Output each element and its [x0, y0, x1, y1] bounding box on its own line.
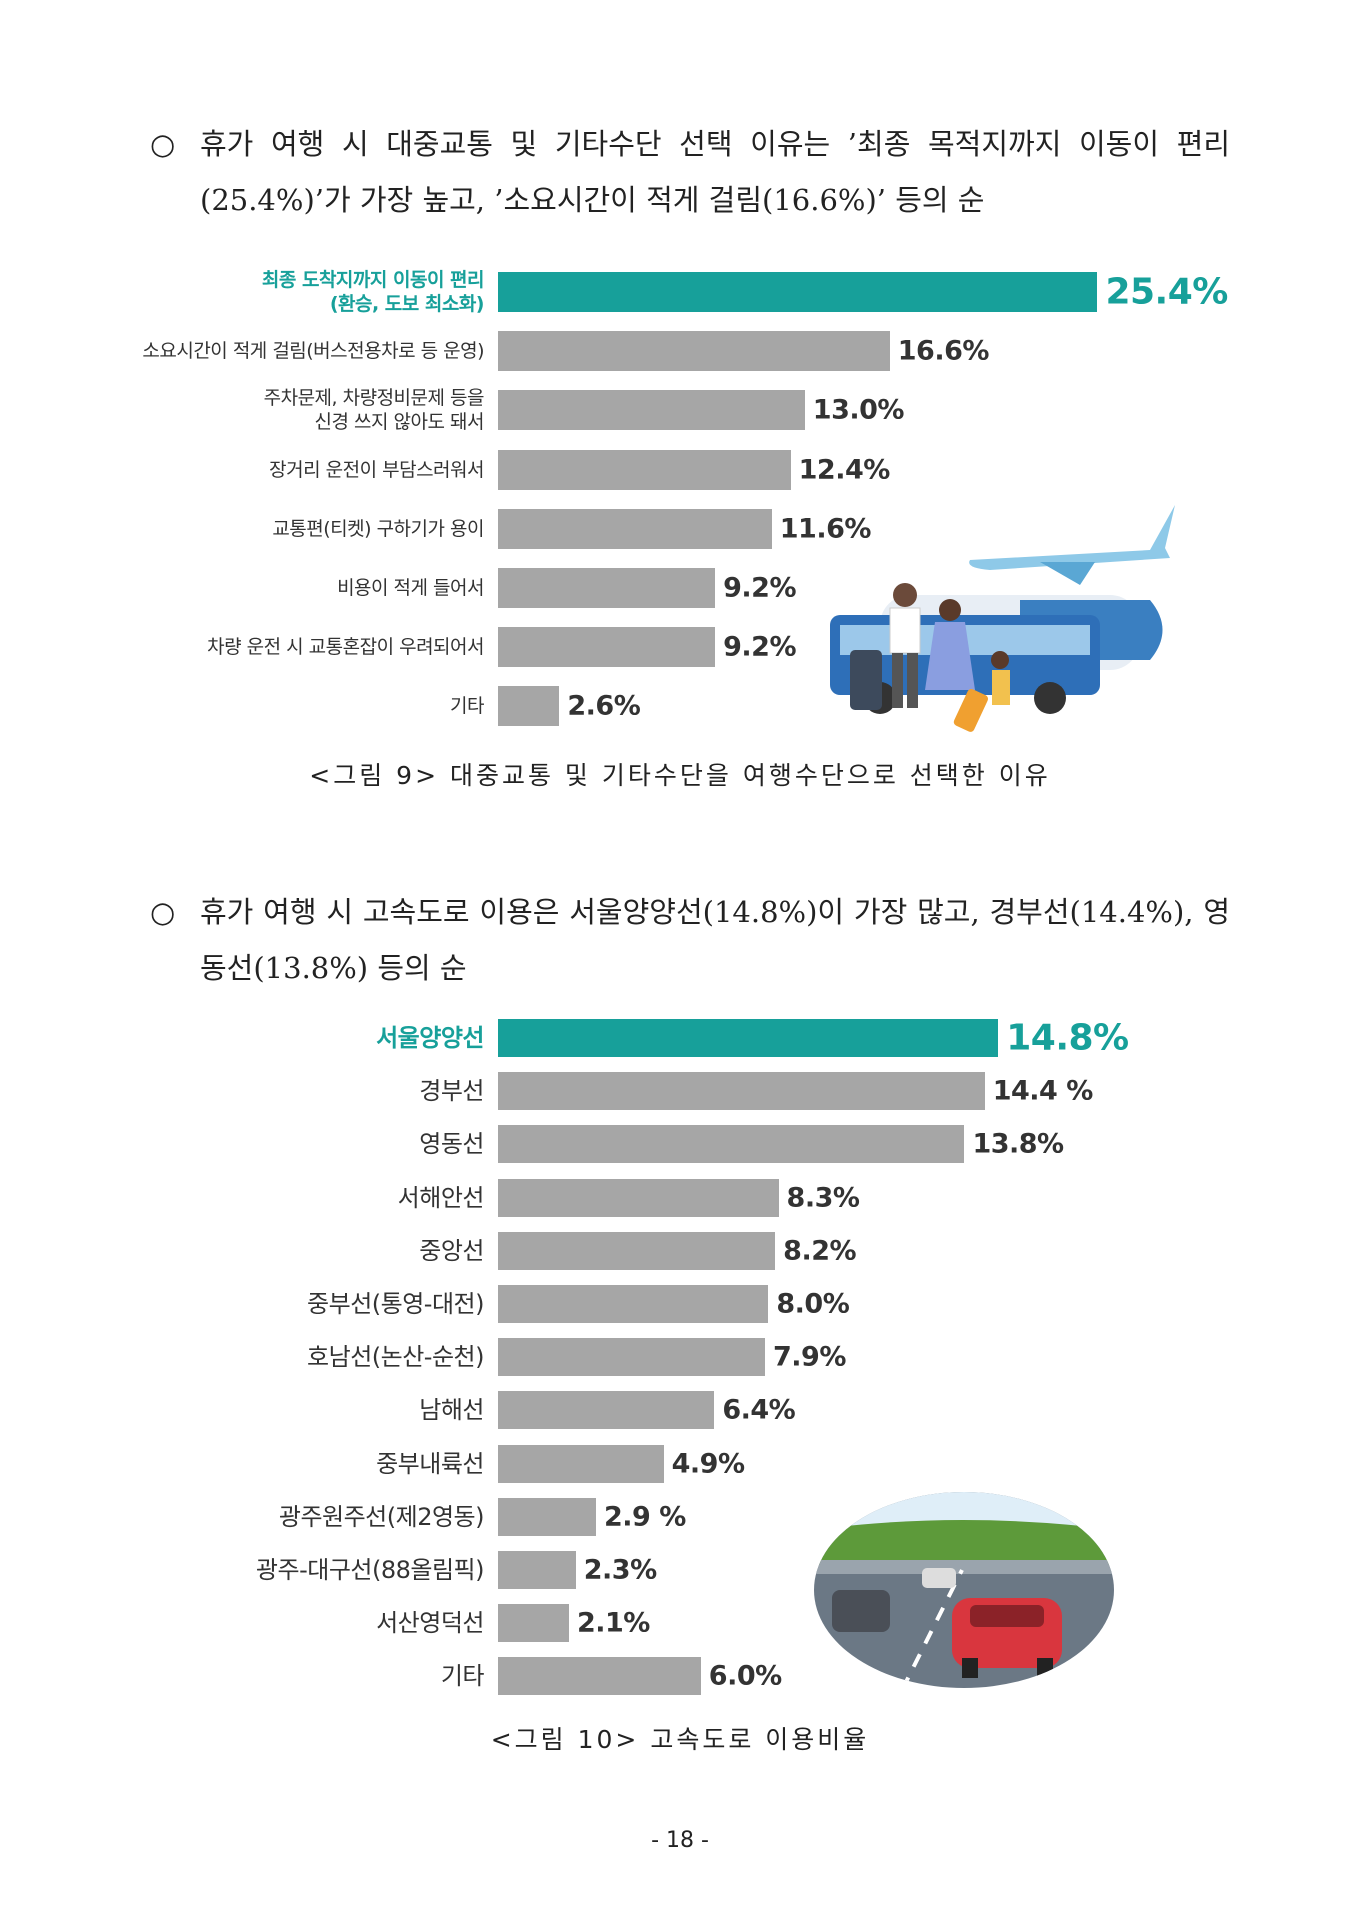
bar [498, 1125, 965, 1164]
category-label: 서울양양선 [376, 1024, 484, 1052]
bar [498, 272, 1098, 312]
category-label: 최종 도착지까지 이동이 편리 (환승, 도보 최소화) [261, 269, 485, 315]
value-label: 14.4 % [992, 1075, 1094, 1107]
value-label: 9.2% [723, 631, 796, 663]
category-label: 중부내륙선 [376, 1449, 484, 1478]
paragraph: ○ 휴가 여행 시 대중교통 및 기타수단 선택 이유는 ’최종 목적지까지 이… [150, 116, 1230, 228]
value-label: 25.4% [1105, 271, 1228, 313]
value-label: 13.8% [972, 1128, 1064, 1160]
category-label: 영동선 [419, 1130, 484, 1159]
bar [498, 508, 772, 549]
bullet: ○ [150, 895, 176, 929]
bar [498, 1657, 701, 1696]
bar [498, 1285, 769, 1323]
travel-illustration [830, 505, 1175, 732]
page-number: - 18 - [651, 1828, 709, 1853]
category-label: 기타 [440, 1662, 485, 1691]
bar [498, 1551, 576, 1589]
bar [498, 1178, 779, 1217]
figure-caption: <그림 9> 대중교통 및 기타수단을 여행수단으로 선택한 이유 [309, 761, 1051, 790]
category-label: 기타 [450, 695, 484, 718]
category-label: 비용이 적게 들어서 [337, 577, 484, 599]
category-label: 호남선(논산-순천) [307, 1343, 484, 1372]
category-label: 중앙선 [419, 1236, 484, 1265]
bar [498, 1072, 985, 1111]
value-label: 11.6% [779, 513, 872, 545]
value-label: 2.1% [576, 1607, 650, 1639]
value-label: 7.9% [773, 1341, 846, 1373]
bar [498, 627, 716, 668]
bar [498, 390, 805, 431]
paragraph-text: 휴가 여행 시 고속도로 이용은 서울양양선(14.8%)이 가장 많고, 경부… [200, 895, 1230, 985]
category-label: 경부선 [419, 1077, 484, 1106]
value-label: 14.8% [1006, 1017, 1129, 1059]
value-label: 13.0% [812, 394, 905, 426]
bar [498, 1019, 999, 1057]
category-label: 교통편(티켓) 구하기가 용이 [272, 517, 484, 540]
value-label: 2.3% [583, 1554, 657, 1586]
bar [498, 1338, 766, 1377]
category-label: 광주-대구선(88올림픽) [255, 1556, 485, 1584]
value-label: 6.4% [722, 1394, 796, 1426]
value-label: 9.2% [723, 572, 796, 604]
bar [498, 1231, 776, 1270]
value-label: 2.6% [567, 690, 641, 722]
value-label: 4.9% [671, 1448, 745, 1480]
bar [498, 1497, 597, 1536]
bar [498, 331, 890, 372]
category-label: 소요시간이 적게 걸림(버스전용차로 등 운영) [142, 340, 484, 363]
bullet: ○ [150, 127, 176, 161]
category-label: 주차문제, 차량정비문제 등을 신경 쓰지 않아도 돼서 [263, 387, 485, 434]
value-label: 8.0% [776, 1288, 850, 1320]
bar [498, 1391, 715, 1430]
road-illustration [814, 1492, 1114, 1688]
category-label: 장거리 운전이 부담스러워서 [269, 458, 484, 481]
category-label: 서산영덕선 [376, 1609, 484, 1638]
figure-caption: <그림 10> 고속도로 이용비율 [490, 1725, 870, 1754]
value-label: 12.4% [798, 454, 891, 486]
category-label: 차량 운전 시 교통혼잡이 우려되어서 [207, 636, 484, 659]
bar [498, 1444, 664, 1483]
bar [498, 568, 716, 608]
value-label: 8.3% [786, 1182, 860, 1214]
bar [498, 449, 791, 490]
paragraph: ○ 휴가 여행 시 고속도로 이용은 서울양양선(14.8%)이 가장 많고, … [150, 884, 1230, 996]
bar [498, 1604, 569, 1643]
value-label: 2.9 % [604, 1501, 686, 1533]
paragraph-text: 휴가 여행 시 대중교통 및 기타수단 선택 이유는 ’최종 목적지까지 이동이… [200, 127, 1230, 217]
value-label: 8.2% [783, 1235, 857, 1267]
value-label: 6.0% [708, 1660, 782, 1692]
value-label: 16.6% [897, 335, 990, 367]
category-label: 서해안선 [397, 1183, 485, 1212]
category-label: 광주원주선(제2영동) [278, 1502, 485, 1531]
category-label: 남해선 [419, 1396, 484, 1425]
category-label: 중부선(통영-대전) [307, 1290, 484, 1318]
bar [498, 686, 560, 727]
